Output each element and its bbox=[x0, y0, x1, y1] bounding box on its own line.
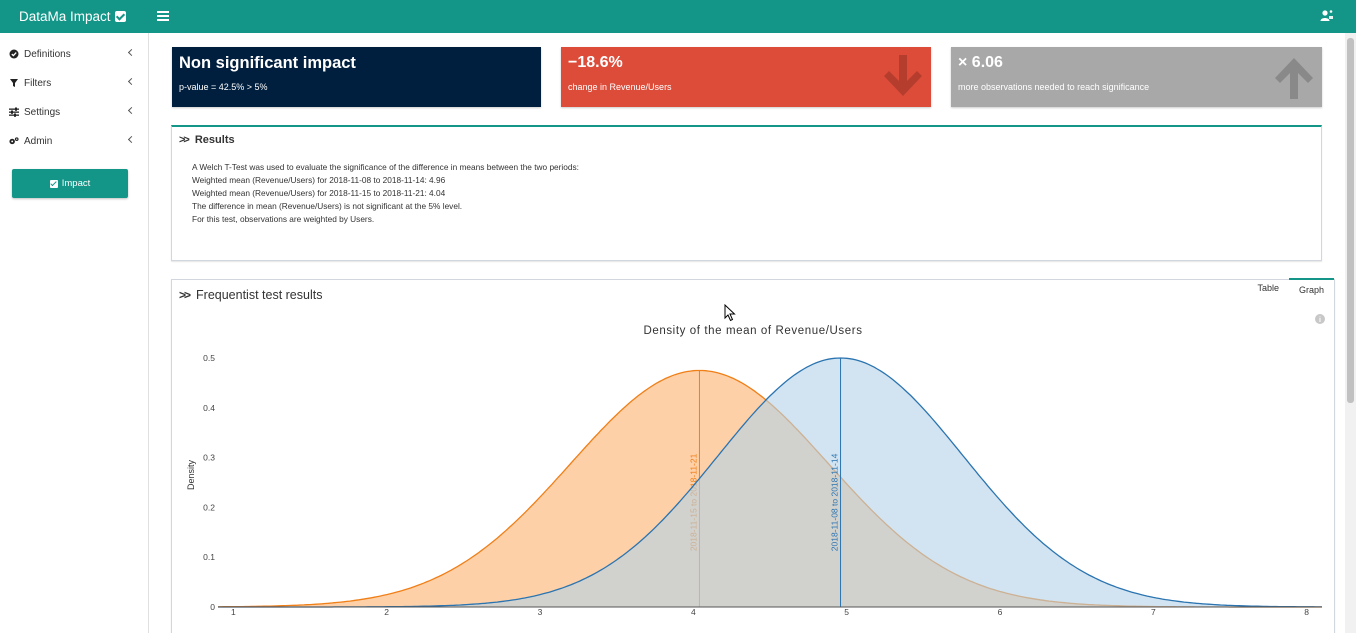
y-tick-label: 0 bbox=[210, 602, 215, 612]
y-axis-label: Density bbox=[186, 459, 196, 490]
arrow-up-icon bbox=[1275, 58, 1313, 99]
sidebar-item-label: Definitions bbox=[24, 48, 71, 60]
user-settings-icon[interactable] bbox=[1320, 9, 1334, 23]
x-tick-label: 1 bbox=[231, 607, 236, 617]
sliders-icon bbox=[9, 107, 19, 117]
check-square-icon bbox=[49, 179, 58, 188]
change-subtitle: change in Revenue/Users bbox=[568, 82, 672, 92]
density-chart: Density of the mean of Revenue/Users i Den… bbox=[186, 314, 1325, 617]
value-box-observations: × 6.06 more observations needed to reach… bbox=[951, 47, 1322, 107]
results-text: A Welch T-Test was used to evaluate the … bbox=[192, 161, 579, 226]
check-square-icon bbox=[114, 11, 126, 22]
app-brand[interactable]: DataMa Impact bbox=[0, 0, 148, 33]
mouse-cursor-icon bbox=[724, 304, 736, 322]
results-title: Results bbox=[194, 134, 235, 146]
results-line: A Welch T-Test was used to evaluate the … bbox=[192, 162, 579, 172]
cogs-icon bbox=[9, 136, 19, 146]
chevron-left-icon bbox=[127, 77, 136, 86]
x-tick-label: 3 bbox=[538, 607, 543, 617]
impact-button-label: Impact bbox=[61, 178, 91, 189]
sidebar-toggle-icon[interactable] bbox=[157, 9, 169, 23]
sidebar-item-settings[interactable]: Settings bbox=[0, 101, 148, 123]
significance-subtitle: p-value = 42.5% > 5% bbox=[179, 82, 268, 92]
observations-value: × 6.06 bbox=[958, 54, 1003, 71]
frequentist-title: Frequentist test results bbox=[196, 288, 323, 302]
x-tick-label: 6 bbox=[998, 607, 1003, 617]
y-tick-label: 0.5 bbox=[203, 353, 215, 363]
change-value: −18.6% bbox=[568, 54, 623, 71]
sidebar-item-label: Admin bbox=[24, 135, 53, 147]
results-line: Weighted mean (Revenue/Users) for 2018-1… bbox=[192, 188, 446, 198]
results-header[interactable]: >> Results bbox=[179, 134, 235, 146]
info-icon-glyph: i bbox=[1319, 317, 1321, 324]
sidebar-item-definitions[interactable]: Definitions bbox=[0, 43, 148, 65]
chevron-left-icon bbox=[127, 106, 136, 115]
results-line: The difference in mean (Revenue/Users) i… bbox=[192, 201, 463, 211]
sidebar-item-label: Filters bbox=[24, 77, 52, 89]
top-navbar: DataMa Impact bbox=[0, 0, 1356, 33]
frequentist-box: >> Frequentist test results Table Graph … bbox=[171, 278, 1335, 633]
x-tick-label: 2 bbox=[384, 607, 389, 617]
tab-graph[interactable]: Graph bbox=[1288, 278, 1334, 300]
y-tick-label: 0.4 bbox=[203, 403, 215, 413]
impact-button[interactable]: Impact bbox=[12, 169, 128, 198]
tab-table[interactable]: Table bbox=[1257, 283, 1279, 293]
sidebar-item-label: Settings bbox=[24, 106, 61, 118]
info-icon[interactable] bbox=[1315, 314, 1325, 324]
results-line: Weighted mean (Revenue/Users) for 2018-1… bbox=[192, 175, 446, 185]
result-tabs: Table Graph bbox=[1247, 278, 1334, 300]
results-line: For this test, observations are weighted… bbox=[192, 214, 375, 224]
value-box-change: −18.6% change in Revenue/Users bbox=[561, 47, 931, 107]
chevron-left-icon bbox=[127, 135, 136, 144]
x-tick-label: 4 bbox=[691, 607, 696, 617]
angle-double-right-icon: >> bbox=[179, 288, 191, 302]
main-content: Non significant impact p-value = 42.5% >… bbox=[149, 33, 1345, 633]
x-tick-label: 7 bbox=[1151, 607, 1156, 617]
mean-label-2: 2018-11-08 to 2018-11-14 bbox=[830, 453, 840, 551]
series-area-2 bbox=[218, 358, 1322, 607]
page-scrollbar[interactable] bbox=[1345, 33, 1356, 633]
significance-value: Non significant impact bbox=[179, 54, 356, 72]
observations-subtitle: more observations needed to reach signif… bbox=[958, 82, 1150, 92]
arrow-down-icon bbox=[884, 55, 922, 96]
chevron-left-icon bbox=[127, 48, 136, 57]
angle-double-right-icon: >> bbox=[179, 134, 190, 146]
scrollbar-thumb[interactable] bbox=[1347, 38, 1354, 403]
app-title: DataMa Impact bbox=[19, 9, 111, 24]
sidebar-item-admin[interactable]: Admin bbox=[0, 130, 148, 152]
y-tick-label: 0.3 bbox=[203, 453, 215, 463]
frequentist-header[interactable]: >> Frequentist test results bbox=[179, 288, 322, 302]
x-tick-label: 5 bbox=[844, 607, 849, 617]
filter-icon bbox=[9, 78, 19, 88]
sidebar: Definitions Filters Settings Admin Impac… bbox=[0, 33, 149, 633]
chart-title: Density of the mean of Revenue/Users bbox=[643, 325, 862, 337]
value-box-significance: Non significant impact p-value = 42.5% >… bbox=[172, 47, 541, 107]
y-tick-label: 0.1 bbox=[203, 552, 215, 562]
check-circle-icon bbox=[9, 49, 19, 59]
sidebar-item-filters[interactable]: Filters bbox=[0, 72, 148, 94]
x-tick-label: 8 bbox=[1304, 607, 1309, 617]
y-tick-label: 0.2 bbox=[203, 502, 215, 512]
results-box: >> Results A Welch T-Test was used to ev… bbox=[171, 125, 1322, 261]
